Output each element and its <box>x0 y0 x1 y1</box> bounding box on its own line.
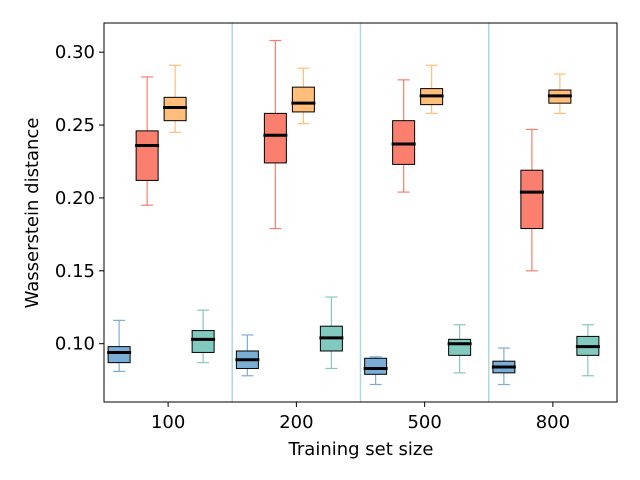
box-series-4-500 <box>447 324 472 374</box>
y-axis: 0.10 0.15 0.20 0.25 0.30 <box>55 42 104 355</box>
box-series-3-500 <box>419 64 444 114</box>
box-iqr <box>191 330 215 353</box>
x-tick-label: 800 <box>536 412 570 433</box>
box-series-4-800 <box>575 324 600 377</box>
box-iqr <box>291 86 315 113</box>
box-iqr <box>448 338 472 356</box>
plot-frame <box>103 22 618 403</box>
box-series-4-200 <box>319 296 344 370</box>
y-tick-label: 0.10 <box>55 334 95 355</box>
x-tick-label: 100 <box>151 412 185 433</box>
y-tick-label: 0.30 <box>55 42 95 63</box>
x-tick-label: 200 <box>279 412 313 433</box>
box-series-1-100 <box>107 319 132 372</box>
boxplot-marks <box>107 39 600 386</box>
box-series-3-100 <box>163 64 188 133</box>
x-tick-label: 500 <box>407 412 441 433</box>
box-series-1-800 <box>491 347 516 386</box>
box-series-2-500 <box>391 79 416 193</box>
y-axis-label: Wasserstein distance <box>22 118 43 309</box>
box-series-3-200 <box>291 67 316 125</box>
y-tick-label: 0.15 <box>55 261 95 282</box>
box-series-2-100 <box>135 76 160 206</box>
box-series-1-500 <box>363 356 388 386</box>
box-iqr <box>135 130 159 181</box>
x-axis: 100 200 500 800 <box>151 402 570 433</box>
box-iqr <box>364 357 388 375</box>
group-separators <box>231 23 490 402</box>
y-tick-label: 0.20 <box>55 188 95 209</box>
box-iqr <box>263 112 287 164</box>
box-series-2-200 <box>263 39 288 230</box>
box-series-1-200 <box>235 334 260 377</box>
box-iqr <box>107 346 131 364</box>
box-series-4-100 <box>191 309 216 364</box>
x-axis-label: Training set size <box>288 439 434 460</box>
box-series-3-800 <box>547 73 572 114</box>
box-series-2-800 <box>519 128 544 272</box>
box-iqr <box>520 169 544 230</box>
y-tick-label: 0.25 <box>55 115 95 136</box>
